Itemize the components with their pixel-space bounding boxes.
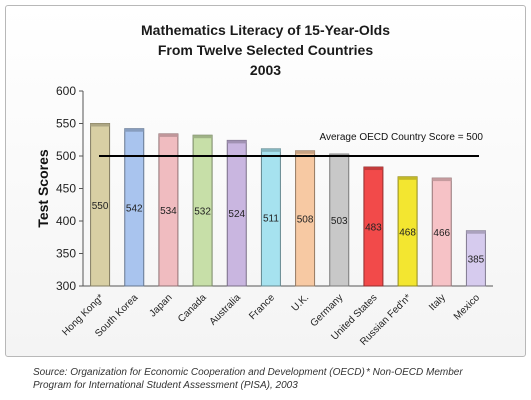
bar-top-cap xyxy=(432,178,452,182)
bar-top-cap xyxy=(295,150,315,154)
bar-top-cap xyxy=(261,148,281,152)
bar-top-cap xyxy=(158,133,178,137)
data-label: 468 xyxy=(399,227,416,238)
data-label: 483 xyxy=(365,223,382,234)
data-label: 542 xyxy=(126,203,143,214)
y-tick-label: 350 xyxy=(56,247,76,261)
bar-top-cap xyxy=(124,128,144,132)
bar-top-cap xyxy=(363,167,383,171)
source-line-2: Program for International Student Assess… xyxy=(33,380,298,391)
data-label: 508 xyxy=(297,214,314,225)
data-label: 511 xyxy=(263,213,279,224)
data-label: 550 xyxy=(92,201,109,212)
data-label: 532 xyxy=(194,207,211,218)
source-line-1: Source: Organization for Economic Cooper… xyxy=(33,367,365,378)
x-tick-label: Australia xyxy=(208,292,244,328)
y-tick-label: 600 xyxy=(56,84,76,98)
data-label: 524 xyxy=(228,209,245,220)
bar-top-cap xyxy=(193,135,213,139)
reference-line-label: Average OECD Country Score = 500 xyxy=(319,132,483,143)
bar-top-cap xyxy=(227,140,247,144)
y-tick-label: 300 xyxy=(56,279,76,293)
x-tick-label: Canada xyxy=(176,292,209,325)
x-tick-label: Mexico xyxy=(452,292,482,322)
footnote-non-oecd: * Non-OECD Member xyxy=(366,367,463,378)
data-label: 534 xyxy=(160,206,177,217)
y-tick-label: 500 xyxy=(56,149,76,163)
x-tick-label: U.K. xyxy=(290,292,312,314)
bar-top-cap xyxy=(466,230,486,234)
x-tick-label: Japan xyxy=(147,292,174,319)
x-tick-label: Italy xyxy=(427,292,448,313)
x-tick-label: France xyxy=(247,292,277,322)
y-tick-label: 550 xyxy=(56,117,76,131)
bar-top-cap xyxy=(398,176,418,180)
data-label: 385 xyxy=(468,254,485,265)
data-label: 466 xyxy=(433,228,450,239)
y-tick-label: 400 xyxy=(56,214,76,228)
bar-top-cap xyxy=(90,123,110,127)
y-tick-label: 450 xyxy=(56,182,76,196)
chart-title-line-2: From Twelve Selected Countries xyxy=(157,42,374,58)
chart-title-line-3: 2003 xyxy=(249,62,282,78)
data-label: 503 xyxy=(331,216,348,227)
y-axis-label: Test Scores xyxy=(35,149,51,228)
chart-title-line-1: Mathematics Literacy of 15-Year-Olds xyxy=(141,22,390,38)
